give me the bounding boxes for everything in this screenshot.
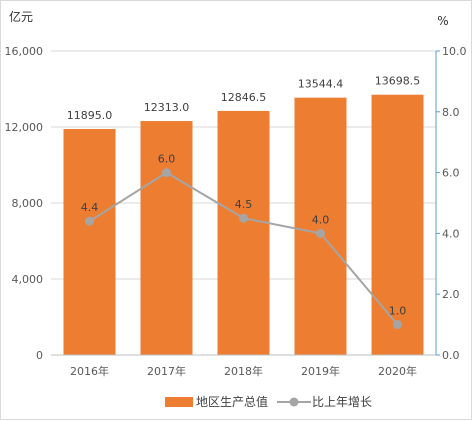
- y-left-tick-label: 4,000: [12, 273, 44, 286]
- growth-line: [85, 168, 402, 330]
- growth-point: [316, 228, 325, 238]
- y-right-tick-label: 0.0: [442, 349, 460, 362]
- growth-point: [162, 168, 171, 178]
- bar: [294, 97, 347, 355]
- growth-point: [85, 216, 94, 226]
- y-left-tick-label: 0: [36, 349, 43, 362]
- x-tick-label: 2017年: [147, 364, 186, 378]
- legend-line-marker: [289, 397, 299, 407]
- axes: 0 4,000 8,000 12,000 16,000 0.0 2.0 4.0 6.0 8.0 10…: [5, 9, 467, 378]
- y-right-tick-label: 6.0: [442, 167, 460, 180]
- growth-value-label: 6.0: [158, 153, 176, 166]
- y-left-unit: 亿元: [9, 9, 33, 24]
- bar-value-label: 13544.4: [298, 78, 344, 91]
- legend-line-label: 比上年增长: [312, 395, 372, 409]
- y-left-tick-label: 16,000: [5, 45, 44, 58]
- y-right-unit: %: [437, 14, 448, 28]
- growth-value-label: 4.0: [312, 213, 330, 226]
- growth-point: [393, 320, 402, 330]
- bar: [63, 128, 116, 355]
- x-tick-label: 2016年: [70, 364, 109, 378]
- x-tick-label: 2018年: [224, 364, 263, 378]
- bar: [217, 110, 270, 355]
- y-right-tick-label: 10.0: [442, 45, 467, 58]
- y-right-tick-label: 8.0: [442, 106, 460, 119]
- x-tick-label: 2020年: [378, 364, 417, 378]
- y-left-tick-label: 8,000: [12, 197, 44, 210]
- legend: 地区生产总值 比上年增长: [165, 394, 372, 409]
- bar-value-label: 13698.5: [375, 75, 421, 88]
- x-tick-label: 2019年: [301, 364, 340, 378]
- bar-value-label: 12846.5: [221, 91, 267, 104]
- bars: [63, 94, 424, 355]
- bar-value-label: 12313.0: [144, 101, 190, 114]
- bar-value-label: 11895.0: [67, 109, 113, 122]
- growth-value-label: 4.4: [81, 201, 99, 214]
- growth-point: [239, 213, 248, 223]
- growth-value-label: 4.5: [235, 198, 253, 211]
- data-labels: 11895.0 12313.0 12846.5 13544.4 13698.5 4.4 6.…: [67, 75, 421, 318]
- growth-value-label: 1.0: [389, 305, 407, 318]
- bar: [140, 121, 193, 355]
- y-right-tick-label: 4.0: [442, 227, 460, 240]
- y-right-tick-label: 2.0: [442, 288, 460, 301]
- y-left-tick-label: 12,000: [5, 121, 44, 134]
- legend-bar-label: 地区生产总值: [196, 394, 268, 409]
- bar: [371, 94, 424, 355]
- legend-bar-swatch: [165, 397, 193, 407]
